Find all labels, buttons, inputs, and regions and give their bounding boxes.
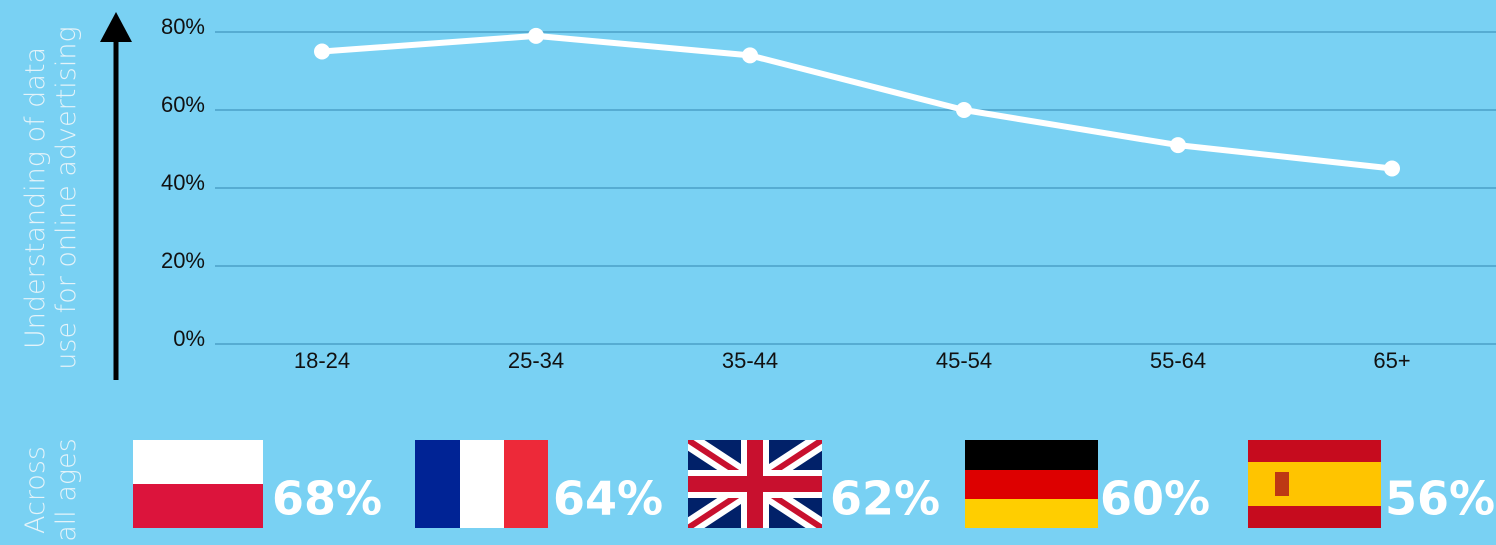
y-axis-label: Understanding of data — [20, 47, 51, 349]
line — [321, 32, 1393, 172]
summary-label: all ages — [51, 438, 82, 542]
flag-germany — [965, 440, 1098, 528]
point — [1170, 137, 1186, 154]
arrow-head — [100, 12, 132, 42]
point — [742, 47, 758, 64]
x-tick-label: 18-24 — [294, 348, 350, 373]
y-tick-label: 80% — [161, 14, 205, 39]
point — [956, 102, 972, 118]
y-tick-label: 0% — [173, 326, 205, 351]
summary-value: 56% — [1385, 472, 1495, 526]
summary-value: 68% — [272, 472, 382, 526]
y-tick-label: 60% — [161, 92, 205, 117]
flag-uk — [688, 440, 822, 528]
x-tick-label: 45-54 — [936, 348, 992, 373]
flag-spain — [1248, 440, 1381, 528]
point — [314, 43, 330, 60]
summary-label: Across — [20, 446, 51, 534]
y-tick-label: 40% — [161, 170, 205, 195]
summary-value: 60% — [1100, 472, 1210, 526]
flag-poland — [133, 440, 263, 528]
summary-value: 64% — [553, 472, 663, 526]
x-tick-label: 55-64 — [1150, 348, 1206, 373]
y-tick-label: 20% — [161, 248, 205, 273]
flag-france — [415, 440, 548, 528]
x-tick-label: 25-34 — [508, 348, 564, 373]
x-tick-label: 65+ — [1373, 348, 1410, 373]
point — [1384, 160, 1400, 177]
y-axis-label: use for online advertising — [51, 26, 82, 369]
summary-value: 62% — [830, 472, 940, 526]
x-tick-label: 35-44 — [722, 348, 778, 373]
point — [528, 27, 544, 44]
